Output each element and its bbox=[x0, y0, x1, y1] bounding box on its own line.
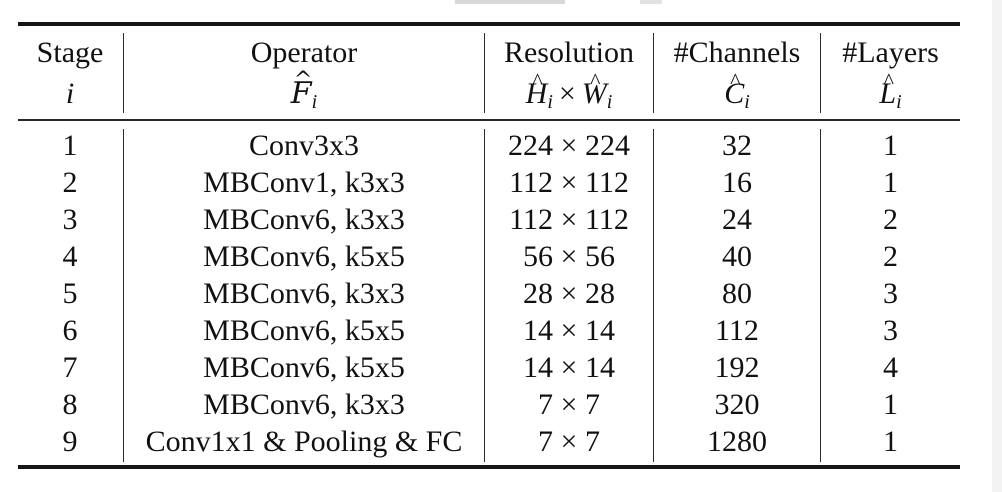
header-resolution: Resolution bbox=[503, 36, 634, 69]
cell-channels: 320 bbox=[714, 388, 760, 421]
symbol-h-hat: H bbox=[526, 76, 548, 112]
cell-stage: 5 bbox=[62, 277, 78, 310]
cell-stage: 3 bbox=[62, 203, 78, 236]
table-bottom-rule bbox=[18, 465, 960, 469]
cell-layers: 3 bbox=[883, 277, 898, 310]
cell-channels: 40 bbox=[722, 240, 752, 273]
page-edge-shadow bbox=[992, 0, 1002, 492]
cell-operator: MBConv6, k5x5 bbox=[203, 240, 405, 273]
cell-layers: 1 bbox=[883, 388, 898, 421]
cell-operator: MBConv6, k3x3 bbox=[203, 388, 405, 421]
cell-layers: 1 bbox=[883, 166, 898, 199]
cell-stage: 6 bbox=[62, 314, 78, 347]
cell-stage: 1 bbox=[62, 129, 78, 162]
cell-operator: Conv3x3 bbox=[248, 129, 359, 162]
cell-resolution: 28 × 28 bbox=[523, 277, 615, 310]
symbol-subscript: i bbox=[547, 91, 553, 113]
symbol-subscript: i bbox=[744, 91, 750, 113]
header-layers-symbol: Li bbox=[821, 76, 960, 120]
cell-layers: 4 bbox=[883, 351, 898, 384]
cell-resolution: 112 × 112 bbox=[509, 203, 629, 236]
cell-operator: Conv1x1 & Pooling & FC bbox=[145, 425, 463, 458]
cell-resolution: 7 × 7 bbox=[538, 425, 600, 458]
cell-resolution: 14 × 14 bbox=[523, 314, 615, 347]
cell-operator: MBConv6, k3x3 bbox=[203, 277, 405, 310]
cell-stage: 9 bbox=[62, 425, 78, 458]
cell-resolution: 14 × 14 bbox=[523, 351, 615, 384]
header-operator-symbol: Fi bbox=[124, 76, 484, 120]
cell-stage: 4 bbox=[62, 240, 78, 273]
header-stage-symbol: i bbox=[18, 76, 122, 112]
cell-resolution: 112 × 112 bbox=[509, 166, 629, 199]
column-separator bbox=[484, 129, 485, 462]
cell-stage: 7 bbox=[62, 351, 78, 384]
cell-resolution: 7 × 7 bbox=[538, 388, 600, 421]
cell-channels: 112 bbox=[715, 314, 759, 347]
cell-layers: 2 bbox=[883, 203, 898, 236]
header-resolution-symbol: Hi×Wi bbox=[485, 76, 653, 120]
cell-resolution: 56 × 56 bbox=[523, 240, 615, 273]
symbol-subscript: i bbox=[896, 91, 902, 113]
column-separator bbox=[653, 33, 654, 113]
table-header-rule bbox=[18, 119, 960, 121]
column-separator bbox=[820, 129, 821, 462]
cell-layers: 1 bbox=[883, 129, 898, 162]
symbol-c-hat: C bbox=[724, 76, 744, 112]
cell-layers: 2 bbox=[883, 240, 898, 273]
cropped-text-fragment bbox=[640, 0, 662, 4]
symbol-f-hat: F bbox=[291, 76, 312, 112]
cell-operator: MBConv6, k5x5 bbox=[203, 314, 405, 347]
cell-channels: 1280 bbox=[707, 425, 767, 458]
cell-layers: 1 bbox=[883, 425, 898, 458]
cropped-text-fragment bbox=[455, 0, 565, 4]
column-separator bbox=[653, 129, 654, 462]
table-top-rule bbox=[18, 22, 960, 26]
cell-channels: 80 bbox=[722, 277, 752, 310]
cell-stage: 8 bbox=[62, 388, 78, 421]
cell-channels: 32 bbox=[722, 129, 752, 162]
header-channels-symbol: Ci bbox=[654, 76, 820, 120]
symbol-w-hat: W bbox=[582, 76, 607, 112]
cell-channels: 24 bbox=[722, 203, 752, 236]
cell-stage: 2 bbox=[62, 166, 78, 199]
cell-operator: MBConv6, k5x5 bbox=[203, 351, 405, 384]
column-separator bbox=[123, 33, 124, 113]
symbol-subscript: i bbox=[311, 91, 318, 113]
column-separator bbox=[820, 33, 821, 113]
cell-operator: MBConv6, k3x3 bbox=[203, 203, 405, 236]
symbol-times: × bbox=[558, 77, 576, 110]
cell-resolution: 224 × 224 bbox=[508, 129, 630, 162]
symbol-l-hat: L bbox=[879, 76, 896, 112]
column-separator bbox=[484, 33, 485, 113]
cell-channels: 192 bbox=[714, 351, 760, 384]
cell-operator: MBConv1, k3x3 bbox=[203, 166, 405, 199]
symbol-subscript: i bbox=[606, 91, 613, 113]
symbol-i: i bbox=[65, 77, 75, 110]
header-stage: Stage bbox=[36, 36, 104, 69]
cell-channels: 16 bbox=[722, 166, 752, 199]
cell-layers: 3 bbox=[883, 314, 898, 347]
column-separator bbox=[123, 129, 124, 462]
